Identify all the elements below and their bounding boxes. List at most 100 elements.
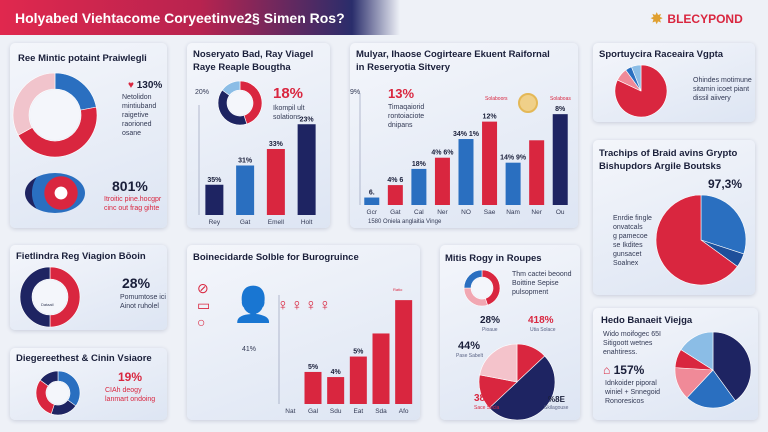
x-tick-label: Emell <box>268 219 285 226</box>
slice-2 <box>12 72 56 136</box>
panel-5: Trachips of Braid avins Grypto Bishupdors… <box>593 140 755 295</box>
bar-Gal <box>304 371 322 404</box>
bar-Ou <box>552 114 568 205</box>
stat-description: Timaqaiorid rontoiaciote dnipans <box>388 104 425 129</box>
stat-value: 28% <box>122 275 151 291</box>
bar-label: 4% <box>331 369 342 376</box>
warning-icon: ⌂ <box>603 363 611 377</box>
bar-Cal <box>411 168 427 205</box>
pie-chart <box>614 64 668 118</box>
bar-label: 4% 6% <box>431 150 454 157</box>
pie-sublabel: Sace Secla <box>474 405 500 411</box>
pie-label: 44% <box>458 340 481 352</box>
stat-description: Netolidon mintiuband raigetive raorioned os… <box>122 94 157 137</box>
person-icons: ⊘ ▭ ○ <box>197 280 211 330</box>
x-tick-label: Ou <box>556 209 565 216</box>
donut-hole <box>472 278 492 298</box>
panel-title: Hedo Banaeit Viejga <box>601 315 693 326</box>
left-stat: 41% <box>242 346 257 353</box>
panel-title: Noseryato Bad, Ray Viagel Raye Reaple Bou… <box>193 49 314 73</box>
bar-label: 14% 9% <box>500 155 527 162</box>
bar-Nam <box>505 162 521 205</box>
pie-chart <box>478 343 556 421</box>
bar-chart: Rey 35% Gat 31% Emell 33% Holt 23% <box>198 105 316 226</box>
bar-Gat <box>236 165 255 215</box>
heart-icon: ♥ <box>128 80 134 91</box>
donut-hole <box>33 280 67 314</box>
donut-hole <box>228 91 252 115</box>
x-tick-label: Nam <box>506 209 520 216</box>
x-tick-label: Ner <box>437 209 448 216</box>
bar-label: 35% <box>207 177 222 184</box>
panel-title: Sportuycira Raceaira Vgpta <box>599 49 724 60</box>
slice-0 <box>49 266 81 328</box>
x-tick-label: Gal <box>308 408 319 415</box>
slice-1 <box>686 369 736 409</box>
bar-Sdu <box>327 377 345 404</box>
brand-logo: ✸ BLECYPOND <box>650 9 743 29</box>
pie-description: Ohindes motimune sitamin icoet piant dissi… <box>693 77 752 102</box>
stat-value: 13% <box>388 86 415 101</box>
stat-description: CIAh deogy lanmart ondoing <box>105 387 156 403</box>
panel-title: Mulyar, Ihaose Cogirteare Ekuent Raiforn… <box>356 49 550 73</box>
x-tick-label: Afo <box>399 408 409 415</box>
stat-description: Pomumtose ici Ainot ruholel <box>120 294 166 310</box>
donut-chart <box>217 80 263 126</box>
bar-chart: Nat Gal 5% Sdu 4% Eat 5% Sda Afo <box>278 295 413 415</box>
panel-2: Noseryato Bad, Ray Viagel Raye Reaple Bou… <box>187 43 330 228</box>
slice-3 <box>39 370 59 387</box>
bar-Ner <box>529 140 545 205</box>
bar-Sda <box>372 333 390 404</box>
donut-chart <box>12 72 98 158</box>
bar-label: 18% <box>412 161 427 168</box>
panel-title: Mitis Rogy in Roupes <box>445 253 542 264</box>
pie-label: 418% <box>528 315 554 326</box>
stat-value: ♥ 130% <box>128 80 162 91</box>
bar-label: 33% <box>269 141 284 148</box>
bar-Holt <box>297 124 316 215</box>
annotation-tag: Solaboas <box>550 96 571 102</box>
bar-label: 31% <box>238 158 253 165</box>
panel-title: Trachips of Braid avins Grypto Bishupdors… <box>599 148 738 172</box>
pie-sublabel: Skilagouse <box>544 405 569 411</box>
slice-1 <box>19 266 51 328</box>
sun-logo-icon: ✸ <box>650 11 664 28</box>
stat-value: 18% <box>273 85 304 102</box>
pie-sublabel: Pase Sabelt <box>456 353 483 359</box>
axis-top-label: 20% <box>195 89 210 96</box>
bar-Gcr <box>364 197 380 205</box>
stat-description-2: Itroitic pine.hocgpr cinc out frag gihte <box>104 196 162 212</box>
pie-chart <box>674 331 752 409</box>
brand-name: BLECYPOND <box>667 12 743 26</box>
coin-icon <box>518 93 538 113</box>
bar-label: 8% <box>555 106 566 113</box>
slice-2 <box>463 269 483 289</box>
stat-text: 130% <box>136 80 163 91</box>
pie-description: Enrdie fingle onvatcals g pamecoe se Ikdite… <box>613 215 652 267</box>
bar-chart: Gcr 6. Gat 4% 6 Cal 18% Ner 4% 6% NO 34% 1% Sae 12%… <box>359 93 568 216</box>
x-tick-label: Ner <box>531 209 542 216</box>
panel-title: Boinecidarde Solble for Burogruince <box>193 252 359 263</box>
bar-Emell <box>266 149 285 215</box>
stat-value: 97,3% <box>708 177 743 191</box>
donut-chart <box>35 370 81 416</box>
stat-description: Idnkoider piporal winiel + Snnegoid Ronore… <box>605 380 661 405</box>
bar-Afo <box>395 300 413 404</box>
x-tick-label: Sdu <box>330 408 342 415</box>
bar-Ner <box>434 157 450 205</box>
header-banner <box>0 0 400 35</box>
slice-0 <box>700 194 747 255</box>
donut-description: Thm cactei beoond Boittine Sepise pulsopme… <box>512 271 572 296</box>
stat-description: Ikompil ult solations <box>273 105 305 121</box>
panel-3: Mulyar, Ihaose Cogirteare Ekuent Raiforn… <box>350 43 578 228</box>
top-label: Ratio <box>393 287 403 292</box>
bar-Rey <box>205 184 224 215</box>
slice-1 <box>488 355 556 421</box>
panel-9: Mitis Rogy in Roupes Thm cactei beoond Bo… <box>440 245 580 421</box>
slice-0 <box>712 331 752 402</box>
panel-7: Diegereethest & Cinin Vsiaore 19% CIAh d… <box>10 348 167 420</box>
donut-hole <box>47 382 69 404</box>
pie-label: %8E <box>548 395 565 404</box>
x-axis-label: 1580 Oniela anglaitia Vinge <box>368 219 442 225</box>
panel-title: Ree Mintic potaint Praiwlegli <box>18 53 147 64</box>
